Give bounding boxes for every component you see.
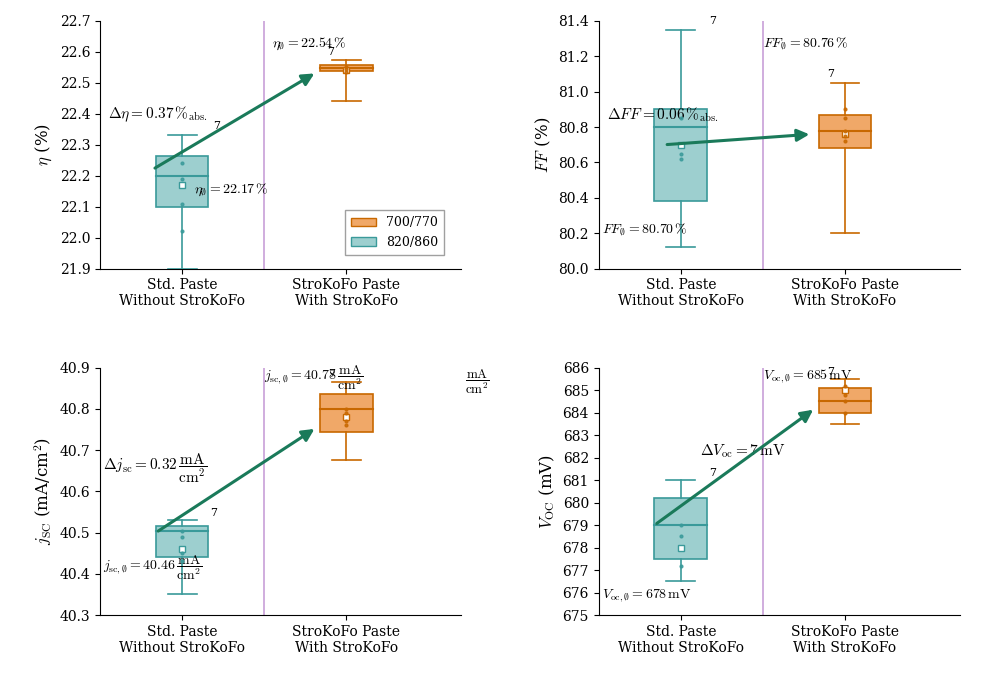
Text: $\Delta FF = 0.06\,\%_{\mathrm{abs.}}$: $\Delta FF = 0.06\,\%_{\mathrm{abs.}}$ xyxy=(607,106,719,124)
Bar xyxy=(654,498,707,559)
Text: 7: 7 xyxy=(213,121,220,131)
Legend: 700/770, 820/860: 700/770, 820/860 xyxy=(345,210,444,255)
Bar xyxy=(819,115,871,148)
Text: 7: 7 xyxy=(709,16,716,27)
Bar xyxy=(156,156,208,207)
Text: $\eta_{\emptyset} = 22.17\,\%$: $\eta_{\emptyset} = 22.17\,\%$ xyxy=(194,182,268,198)
Text: 7: 7 xyxy=(827,69,834,79)
Text: $FF_{\emptyset} = 80.76\,\%$: $FF_{\emptyset} = 80.76\,\%$ xyxy=(763,36,849,52)
Text: 7: 7 xyxy=(827,366,834,377)
Text: $V_{\mathrm{oc},\emptyset} = 685\,\mathrm{mV}$: $V_{\mathrm{oc},\emptyset} = 685\,\mathr… xyxy=(763,368,853,385)
Bar xyxy=(654,109,707,201)
Text: $\Delta j_{\mathrm{sc}} = 0.32\,\dfrac{\mathrm{mA}}{\mathrm{cm}^2}$: $\Delta j_{\mathrm{sc}} = 0.32\,\dfrac{\… xyxy=(103,452,207,485)
Bar xyxy=(819,388,871,412)
Text: $\Delta V_{\mathrm{oc}} = 7\,\mathrm{mV}$: $\Delta V_{\mathrm{oc}} = 7\,\mathrm{mV}… xyxy=(700,442,786,460)
Text: 7: 7 xyxy=(327,48,334,57)
Text: 7: 7 xyxy=(328,369,335,379)
Y-axis label: $V_{\mathrm{OC}}$ (mV): $V_{\mathrm{OC}}$ (mV) xyxy=(537,454,557,529)
Text: $\eta_{\emptyset} = 22.54\,\%$: $\eta_{\emptyset} = 22.54\,\%$ xyxy=(272,36,347,52)
Y-axis label: $FF$ (%): $FF$ (%) xyxy=(533,117,553,173)
Text: $j_{\mathrm{sc},\emptyset} = 40.78\,\dfrac{\mathrm{mA}}{\mathrm{cm}^2}$: $j_{\mathrm{sc},\emptyset} = 40.78\,\dfr… xyxy=(264,363,364,392)
Bar xyxy=(320,394,373,431)
Y-axis label: $\eta$ (%): $\eta$ (%) xyxy=(34,123,54,166)
Text: $j_{\mathrm{sc},\emptyset} = 40.46\,\dfrac{\mathrm{mA}}{\mathrm{cm}^2}$: $j_{\mathrm{sc},\emptyset} = 40.46\,\dfr… xyxy=(103,553,203,582)
Text: $\dfrac{\mathrm{mA}}{\mathrm{cm}^2}$: $\dfrac{\mathrm{mA}}{\mathrm{cm}^2}$ xyxy=(465,368,490,396)
Text: $V_{\mathrm{oc},\emptyset} = 678\,\mathrm{mV}$: $V_{\mathrm{oc},\emptyset} = 678\,\mathr… xyxy=(602,588,692,605)
Text: $FF_{\emptyset} = 80.70\,\%$: $FF_{\emptyset} = 80.70\,\%$ xyxy=(602,222,688,238)
Text: 7: 7 xyxy=(709,468,716,478)
Bar xyxy=(320,65,373,71)
Y-axis label: $j_{\mathrm{SC}}$ (mA/cm$^2$): $j_{\mathrm{SC}}$ (mA/cm$^2$) xyxy=(32,438,54,545)
Text: $\Delta\eta = 0.37\,\%_{\mathrm{abs.}}$: $\Delta\eta = 0.37\,\%_{\mathrm{abs.}}$ xyxy=(108,104,208,124)
Text: 7: 7 xyxy=(210,508,217,518)
Bar xyxy=(156,526,208,557)
